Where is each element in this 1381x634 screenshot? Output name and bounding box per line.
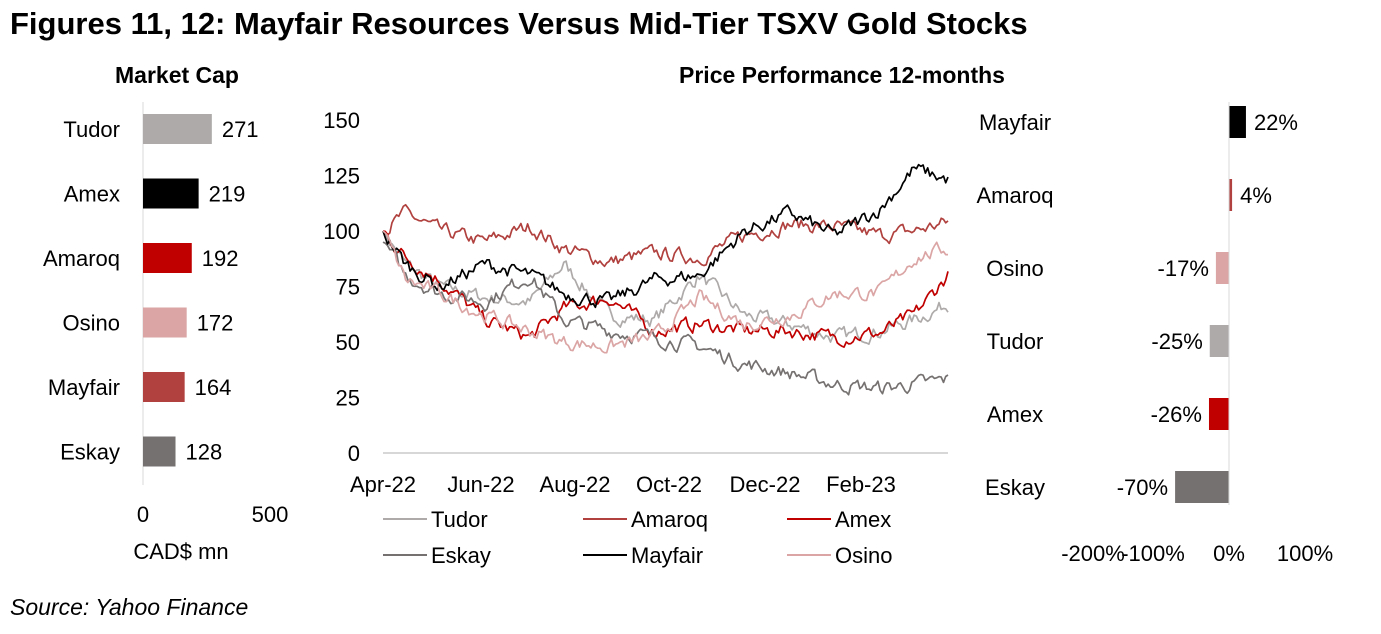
performance-bar-tudor <box>1209 325 1229 357</box>
legend-label-mayfair: Mayfair <box>631 543 703 568</box>
price-series-tudor <box>382 230 949 345</box>
price-xtick-oct-22: Oct-22 <box>636 472 702 497</box>
price-xtick-jun-22: Jun-22 <box>447 472 514 497</box>
market-cap-category-eskay: Eskay <box>60 440 120 465</box>
price-xtick-dec-22: Dec-22 <box>730 472 801 497</box>
market-cap-category-mayfair: Mayfair <box>48 375 120 400</box>
legend-label-tudor: Tudor <box>431 507 488 532</box>
performance-bar-amex <box>1208 398 1229 430</box>
performance-xtick-100-: 100% <box>1277 541 1333 566</box>
performance-xtick--100-: -100% <box>1121 541 1185 566</box>
market-cap-xtick-0: 0 <box>137 502 149 527</box>
legend-label-eskay: Eskay <box>431 543 491 568</box>
price-ytick-75: 75 <box>336 275 360 300</box>
market-cap-bar-amex <box>143 178 199 209</box>
performance-bar-osino <box>1215 252 1229 284</box>
price-ytick-150: 150 <box>323 108 360 133</box>
market-cap-xlabel: CAD$ mn <box>133 539 228 564</box>
performance-value-osino: -17% <box>1158 256 1209 281</box>
market-cap-category-amex: Amex <box>64 182 120 207</box>
performance-category-eskay: Eskay <box>985 475 1045 500</box>
market-cap-value-amex: 219 <box>209 182 246 207</box>
performance-xtick-0-: 0% <box>1213 541 1245 566</box>
market-cap-bar-mayfair <box>143 372 185 402</box>
price-xtick-aug-22: Aug-22 <box>540 472 611 497</box>
source-note: Source: Yahoo Finance <box>10 594 249 620</box>
market-cap-category-tudor: Tudor <box>63 117 120 142</box>
market-cap-title: Market Cap <box>115 62 239 88</box>
market-cap-value-osino: 172 <box>197 311 234 336</box>
performance-category-mayfair: Mayfair <box>979 110 1051 135</box>
market-cap-category-osino: Osino <box>63 311 120 336</box>
performance-bar-mayfair <box>1229 106 1246 138</box>
price-performance-title: Price Performance 12-months <box>679 62 1005 88</box>
legend-label-amex: Amex <box>835 507 891 532</box>
market-cap-xtick-500: 500 <box>252 502 289 527</box>
price-xtick-apr-22: Apr-22 <box>350 472 416 497</box>
price-series-osino <box>382 230 948 354</box>
market-cap-value-eskay: 128 <box>186 440 223 465</box>
price-ytick-25: 25 <box>336 386 360 411</box>
performance-bar-amaroq <box>1229 179 1233 211</box>
performance-category-osino: Osino <box>986 256 1043 281</box>
performance-value-mayfair: 22% <box>1254 110 1298 135</box>
market-cap-value-amaroq: 192 <box>202 246 239 271</box>
price-xtick-feb-23: Feb-23 <box>826 472 896 497</box>
performance-category-tudor: Tudor <box>987 329 1044 354</box>
performance-value-tudor: -25% <box>1151 329 1202 354</box>
price-ytick-50: 50 <box>336 330 360 355</box>
market-cap-bar-eskay <box>143 436 176 467</box>
performance-value-eskay: -70% <box>1117 475 1168 500</box>
price-ytick-0: 0 <box>348 441 360 466</box>
legend-label-osino: Osino <box>835 543 892 568</box>
price-ytick-100: 100 <box>323 219 360 244</box>
performance-xtick--200-: -200% <box>1061 541 1125 566</box>
legend-label-amaroq: Amaroq <box>631 507 708 532</box>
price-ytick-125: 125 <box>323 164 360 189</box>
price-series-eskay <box>382 241 949 396</box>
market-cap-bar-tudor <box>143 114 212 144</box>
market-cap-bar-osino <box>143 307 187 338</box>
market-cap-value-mayfair: 164 <box>195 375 232 400</box>
market-cap-value-tudor: 271 <box>222 117 259 142</box>
market-cap-bar-amaroq <box>143 243 192 273</box>
performance-bar-eskay <box>1175 471 1229 503</box>
price-series-amex <box>382 230 949 348</box>
performance-value-amaroq: 4% <box>1240 183 1272 208</box>
performance-value-amex: -26% <box>1151 402 1202 427</box>
performance-category-amaroq: Amaroq <box>976 183 1053 208</box>
performance-category-amex: Amex <box>987 402 1043 427</box>
figure-title: Figures 11, 12: Mayfair Resources Versus… <box>10 6 1028 41</box>
price-series-mayfair <box>382 163 949 309</box>
market-cap-category-amaroq: Amaroq <box>43 246 120 271</box>
